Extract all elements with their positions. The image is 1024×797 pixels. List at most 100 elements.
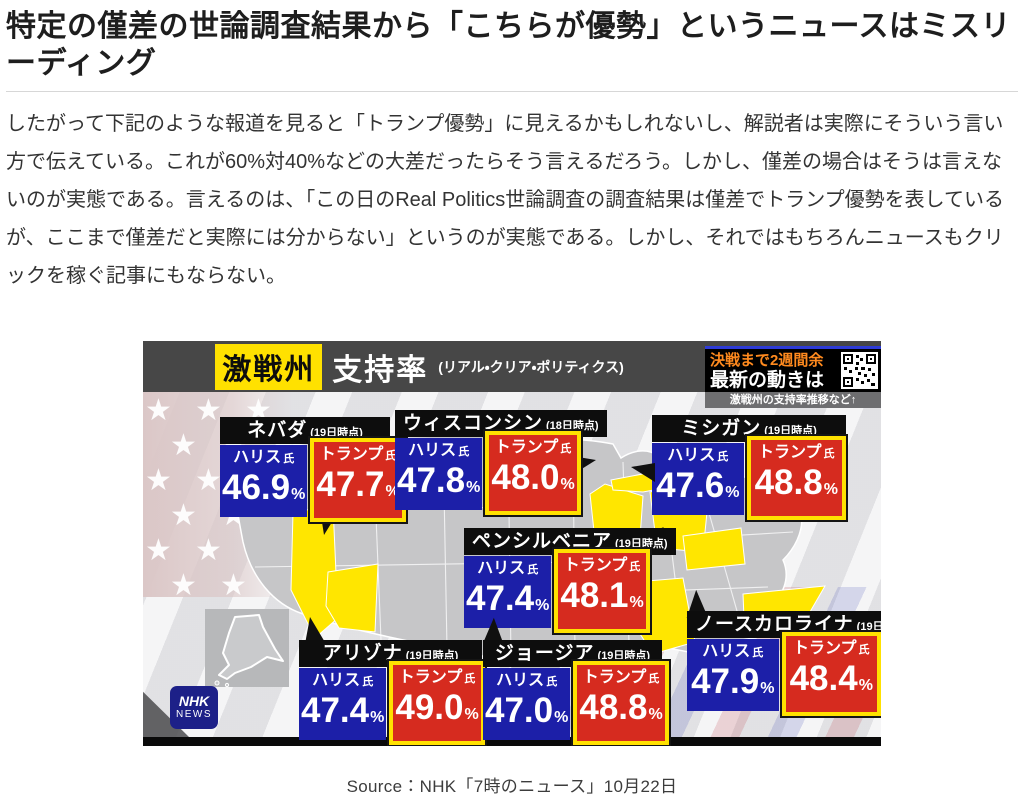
- honorific: 氏: [464, 673, 476, 685]
- percent-sign: %: [554, 709, 569, 726]
- state-box-wisconsin: ウィスコンシン (18日時点) ハリス氏 47.8% トランプ氏 48.0%: [395, 410, 607, 515]
- harris-label: ハリス: [496, 672, 545, 689]
- percent-sign: %: [648, 706, 663, 723]
- trump-poll-wisconsin: トランプ氏 48.0%: [485, 431, 581, 515]
- harris-percent: 47.4: [301, 691, 370, 730]
- harris-poll-nevada: ハリス氏 46.9%: [220, 445, 308, 517]
- percent-sign: %: [535, 597, 550, 614]
- harris-percent: 47.8: [397, 461, 466, 500]
- percent-sign: %: [760, 680, 775, 697]
- state-name: ミシガン: [681, 418, 762, 439]
- harris-label: ハリス: [667, 447, 716, 464]
- percent-sign: %: [370, 709, 385, 726]
- state-name: ノースカロライナ: [695, 614, 854, 635]
- trump-percent: 48.8: [579, 688, 648, 727]
- harris-percent: 46.9: [222, 468, 291, 507]
- trump-poll-nevada: トランプ氏 47.7%: [310, 438, 406, 522]
- pointer-michigan: [628, 463, 655, 482]
- trump-percent: 49.0: [395, 688, 464, 727]
- state-arizona: [325, 563, 379, 633]
- state-date: (19日時点): [405, 650, 459, 662]
- percent-sign: %: [858, 677, 873, 694]
- alaska-inset: [205, 609, 289, 688]
- svg-text:★: ★: [145, 463, 172, 498]
- trump-label: トランプ: [319, 446, 384, 463]
- percent-sign: %: [823, 481, 838, 498]
- state-date: (19日時点): [310, 427, 363, 439]
- qr-pattern: [841, 352, 878, 389]
- trump-label: トランプ: [582, 669, 647, 686]
- poll-row: ハリス氏 47.4% トランプ氏 48.1%: [464, 549, 650, 633]
- state-date: (19日時点): [764, 425, 817, 437]
- state-box-georgia: ジョージア (19日時点) ハリス氏 47.0% トランプ氏 48.8%: [483, 613, 669, 745]
- svg-text:★: ★: [170, 428, 197, 463]
- promo-text: 決戦まで2週間余 最新の動きは: [710, 351, 841, 391]
- qr-code: [841, 352, 878, 389]
- alaska-outline: [214, 614, 284, 688]
- honorific: 氏: [458, 446, 470, 458]
- svg-text:★: ★: [195, 463, 222, 498]
- state-title: ウィスコンシン (18日時点): [395, 410, 607, 437]
- trump-percent: 48.1: [560, 576, 629, 615]
- poll-row: ハリス氏 47.6% トランプ氏 48.8%: [652, 436, 846, 520]
- honorific: 氏: [717, 451, 729, 463]
- graphic-bottom-bar: [143, 737, 881, 746]
- nhk-poll-graphic: ★★★ ★★★ ★★★ ★★★ ★★★ ★★: [143, 341, 881, 746]
- state-date: (18日時点): [546, 420, 599, 432]
- harris-label: ハリス: [408, 442, 457, 459]
- state-date: (19日時点): [597, 650, 651, 662]
- poll-row: ハリス氏 46.9% トランプ氏 47.7%: [220, 438, 406, 522]
- honorific: 氏: [546, 676, 558, 688]
- honorific: 氏: [823, 448, 835, 460]
- harris-label: ハリス: [312, 672, 361, 689]
- trump-poll-north-carolina: トランプ氏 48.4%: [781, 632, 881, 716]
- trump-label: トランプ: [757, 444, 822, 461]
- honorific: 氏: [283, 453, 295, 465]
- harris-percent: 47.4: [466, 579, 535, 618]
- trump-label: トランプ: [398, 669, 463, 686]
- svg-text:★: ★: [195, 533, 222, 568]
- honorific: 氏: [385, 450, 397, 462]
- svg-text:★: ★: [145, 533, 172, 568]
- poll-row: ハリス氏 47.8% トランプ氏 48.0%: [395, 431, 581, 515]
- trump-percent: 48.4: [789, 659, 858, 698]
- harris-poll-georgia: ハリス氏 47.0%: [483, 668, 571, 740]
- harris-poll-michigan: ハリス氏 47.6%: [652, 443, 744, 515]
- battleground-badge: 激戦州: [215, 343, 323, 390]
- graphic-title: 支持率: [332, 353, 429, 387]
- svg-text:★: ★: [170, 498, 197, 533]
- trump-poll-georgia: トランプ氏 48.8%: [573, 661, 669, 745]
- percent-sign: %: [464, 706, 479, 723]
- promo-countdown: 決戦まで2週間余: [710, 352, 824, 369]
- honorific: 氏: [362, 676, 374, 688]
- promo-latest: 最新の動きは: [710, 370, 825, 391]
- news-logo-text: NEWS: [176, 709, 212, 720]
- percent-sign: %: [291, 486, 306, 503]
- state-date: (19日時点): [856, 621, 881, 633]
- state-pennsylvania: [682, 527, 746, 571]
- harris-percent: 47.9: [691, 662, 760, 701]
- svg-text:★: ★: [170, 568, 197, 597]
- trump-percent: 47.7: [316, 465, 385, 504]
- graphic-subtitle: (リアル・クリア・ポリティクス): [438, 358, 624, 375]
- svg-text:★: ★: [145, 393, 172, 428]
- trump-label: トランプ: [563, 557, 628, 574]
- honorific: 氏: [527, 564, 539, 576]
- state-box-nevada: ネバダ (19日時点) ハリス氏 46.9% トランプ氏 47.7%: [220, 417, 406, 535]
- poll-row: ハリス氏 47.9% トランプ氏 48.4%: [687, 632, 881, 716]
- svg-text:★: ★: [195, 393, 222, 428]
- honorific: 氏: [629, 561, 641, 573]
- pointer-arizona: [305, 614, 326, 644]
- percent-sign: %: [725, 484, 740, 501]
- svg-text:★: ★: [220, 568, 247, 597]
- article-body: したがって下記のような報道を見ると「トランプ優勢」に見えるかもしれないし、解説者…: [6, 113, 1005, 287]
- harris-poll-north-carolina: ハリス氏 47.9%: [687, 639, 779, 711]
- trump-poll-pennsylvania: トランプ氏 48.1%: [554, 549, 650, 633]
- trump-poll-michigan: トランプ氏 48.8%: [746, 436, 846, 520]
- state-name: ネバダ: [247, 420, 308, 441]
- promo-box: 決戦まで2週間余 最新の動きは: [705, 346, 881, 392]
- state-name: ジョージア: [494, 643, 595, 664]
- honorific: 氏: [752, 647, 764, 659]
